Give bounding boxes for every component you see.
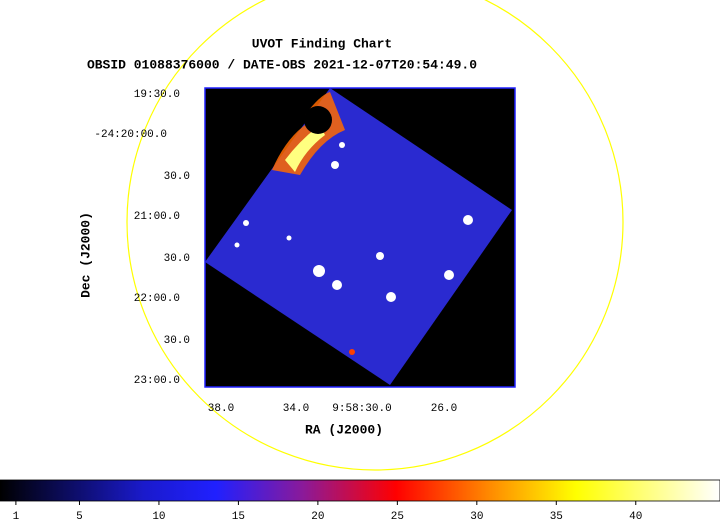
masked-region xyxy=(304,106,332,134)
colorbar-tick-label: 40 xyxy=(629,511,642,521)
colorbar-tick-label: 35 xyxy=(550,511,563,521)
colorbar-tick-label: 20 xyxy=(311,511,324,521)
y-tick-label: 23:00.0 xyxy=(134,375,180,387)
chart-title: UVOT Finding Chart xyxy=(252,36,392,51)
field-circle xyxy=(126,0,624,471)
x-tick-label: 26.0 xyxy=(431,403,457,415)
x-tick-label: 9:58:30.0 xyxy=(332,403,391,415)
x-tick-label: 34.0 xyxy=(283,403,309,415)
stars xyxy=(234,142,473,302)
colorbar-tick-label: 30 xyxy=(470,511,483,521)
x-tick-label: 38.0 xyxy=(208,403,234,415)
colorbar-tick-label: 15 xyxy=(232,511,245,521)
y-tick-label: 30.0 xyxy=(164,335,190,347)
chart-subtitle: OBSID 01088376000 / DATE-OBS 2021-12-07T… xyxy=(87,57,477,72)
y-axis-label: Dec (J2000) xyxy=(78,212,93,298)
x-axis-label: RA (J2000) xyxy=(305,422,383,437)
y-tick-label: 30.0 xyxy=(164,253,190,265)
colorbar xyxy=(0,479,720,502)
bright-core xyxy=(285,125,325,172)
y-tick-label: 22:00.0 xyxy=(134,293,180,305)
colorbar-tick-label: 5 xyxy=(76,511,83,521)
sky-image xyxy=(204,87,516,388)
y-tick-label: 30.0 xyxy=(164,171,190,183)
y-tick-label: 19:30.0 xyxy=(134,89,180,101)
source xyxy=(349,349,355,355)
colorbar-tick-label: 10 xyxy=(152,511,165,521)
colorbar-tick-label: 1 xyxy=(13,511,20,521)
y-tick-label: -24:20:00.0 xyxy=(94,129,167,141)
colorbar-tick-label: 25 xyxy=(391,511,404,521)
y-tick-label: 21:00.0 xyxy=(134,211,180,223)
